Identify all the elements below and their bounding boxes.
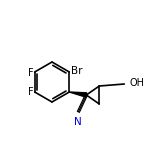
Text: F: F: [28, 87, 34, 97]
Text: OH: OH: [129, 78, 144, 88]
Text: N: N: [74, 117, 82, 127]
Text: F: F: [28, 68, 34, 78]
Polygon shape: [69, 92, 87, 97]
Text: Br: Br: [71, 66, 83, 76]
